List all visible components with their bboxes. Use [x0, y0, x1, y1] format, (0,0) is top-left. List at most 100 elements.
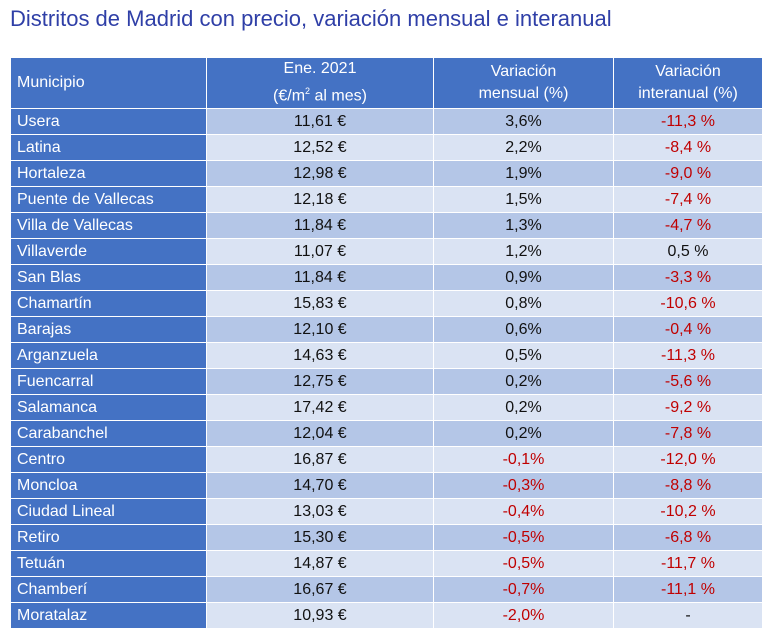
cell-precio: 15,83 €	[206, 290, 434, 317]
table-row: Retiro 15,30 € -0,5% -6,8 %	[10, 524, 763, 551]
table-row: Salamanca 17,42 €0,2% -9,2 %	[10, 394, 763, 421]
header-mensual-line1: Variación	[490, 63, 557, 80]
table-row: Usera 11,61 €3,6% -11,3 %	[10, 108, 763, 135]
table-row: Arganzuela 14,63 €0,5% -11,3 %	[10, 342, 763, 369]
cell-precio: 11,07 €	[206, 238, 434, 265]
table-row: Chamberí 16,67 € -0,7% -11,1 %	[10, 576, 763, 603]
cell-precio: 11,84 €	[206, 212, 434, 239]
cell-interanual: -8,8 %	[613, 472, 763, 499]
cell-precio: 12,18 €	[206, 186, 434, 213]
header-mensual-line2: mensual (%)	[478, 85, 569, 102]
table-row: Chamartín 15,83 €0,8% -10,6 %	[10, 290, 763, 317]
cell-interanual: -3,3 %	[613, 264, 763, 291]
table-header-row: Municipio Ene. 2021 (€/m2 al mes) Variac…	[10, 57, 763, 109]
cell-precio: 12,75 €	[206, 368, 434, 395]
districts-table: Municipio Ene. 2021 (€/m2 al mes) Variac…	[10, 57, 763, 629]
cell-municipio: Chamartín	[10, 290, 207, 317]
cell-precio: 12,98 €	[206, 160, 434, 187]
header-mensual: Variación mensual (%)	[433, 57, 614, 109]
table-row: Hortaleza 12,98 €1,9% -9,0 %	[10, 160, 763, 187]
cell-municipio: Moncloa	[10, 472, 207, 499]
cell-mensual: -0,5%	[433, 524, 614, 551]
cell-municipio: Retiro	[10, 524, 207, 551]
cell-municipio: Salamanca	[10, 394, 207, 421]
table-row: Puente de Vallecas 12,18 €1,5% -7,4 %	[10, 186, 763, 213]
cell-municipio: Usera	[10, 108, 207, 135]
cell-precio: 15,30 €	[206, 524, 434, 551]
cell-interanual: -11,7 %	[613, 550, 763, 577]
cell-mensual: 0,6%	[433, 316, 614, 343]
table-row: Latina 12,52 €2,2% -8,4 %	[10, 134, 763, 161]
cell-interanual: -0,4 %	[613, 316, 763, 343]
cell-municipio: Puente de Vallecas	[10, 186, 207, 213]
cell-mensual: -0,7%	[433, 576, 614, 603]
cell-municipio: Ciudad Lineal	[10, 498, 207, 525]
cell-mensual: -0,4%	[433, 498, 614, 525]
cell-precio: 16,87 €	[206, 446, 434, 473]
table-body: Usera 11,61 €3,6% -11,3 % Latina 12,52 €2,2%…	[10, 108, 763, 629]
cell-interanual: 0,5 %	[613, 238, 763, 265]
header-precio-line1: Ene. 2021	[283, 60, 357, 78]
cell-municipio: Hortaleza	[10, 160, 207, 187]
cell-interanual: -6,8 %	[613, 524, 763, 551]
cell-municipio: Fuencarral	[10, 368, 207, 395]
table-row: Barajas 12,10 €0,6% -0,4 %	[10, 316, 763, 343]
cell-interanual: -5,6 %	[613, 368, 763, 395]
cell-interanual: -12,0 %	[613, 446, 763, 473]
cell-mensual: 1,5%	[433, 186, 614, 213]
table-row: Ciudad Lineal 13,03 € -0,4% -10,2 %	[10, 498, 763, 525]
cell-mensual: 1,2%	[433, 238, 614, 265]
cell-interanual: -8,4 %	[613, 134, 763, 161]
cell-interanual: -9,2 %	[613, 394, 763, 421]
cell-municipio: Centro	[10, 446, 207, 473]
cell-interanual: -11,3 %	[613, 342, 763, 369]
cell-interanual: -10,6 %	[613, 290, 763, 317]
cell-mensual: -0,3%	[433, 472, 614, 499]
cell-mensual: 0,2%	[433, 420, 614, 447]
cell-mensual: 0,9%	[433, 264, 614, 291]
header-municipio: Municipio	[10, 57, 207, 109]
cell-precio: 10,93 €	[206, 602, 434, 629]
cell-interanual: -11,1 %	[613, 576, 763, 603]
page-title: Distritos de Madrid con precio, variació…	[10, 6, 612, 31]
cell-municipio: Chamberí	[10, 576, 207, 603]
cell-municipio: Latina	[10, 134, 207, 161]
cell-precio: 14,63 €	[206, 342, 434, 369]
cell-interanual: -4,7 %	[613, 212, 763, 239]
cell-mensual: 2,2%	[433, 134, 614, 161]
cell-precio: 12,04 €	[206, 420, 434, 447]
cell-municipio: Villa de Vallecas	[10, 212, 207, 239]
cell-precio: 17,42 €	[206, 394, 434, 421]
table-row: Fuencarral 12,75 €0,2% -5,6 %	[10, 368, 763, 395]
header-interanual: Variación interanual (%)	[613, 57, 763, 109]
cell-interanual: -10,2 %	[613, 498, 763, 525]
cell-precio: 14,70 €	[206, 472, 434, 499]
cell-mensual: 0,5%	[433, 342, 614, 369]
cell-municipio: Barajas	[10, 316, 207, 343]
cell-precio: 13,03 €	[206, 498, 434, 525]
cell-precio: 14,87 €	[206, 550, 434, 577]
cell-municipio: Carabanchel	[10, 420, 207, 447]
table-row: Villaverde 11,07 €1,2% 0,5 %	[10, 238, 763, 265]
cell-municipio: Arganzuela	[10, 342, 207, 369]
cell-precio: 16,67 €	[206, 576, 434, 603]
table-row: San Blas 11,84 €0,9% -3,3 %	[10, 264, 763, 291]
cell-mensual: -0,5%	[433, 550, 614, 577]
cell-municipio: Villaverde	[10, 238, 207, 265]
cell-interanual: -7,4 %	[613, 186, 763, 213]
cell-mensual: 1,9%	[433, 160, 614, 187]
table-row: Moncloa 14,70 € -0,3% -8,8 %	[10, 472, 763, 499]
header-interanual-line1: Variación	[655, 63, 721, 80]
cell-municipio: Tetuán	[10, 550, 207, 577]
cell-precio: 12,52 €	[206, 134, 434, 161]
cell-municipio: San Blas	[10, 264, 207, 291]
cell-precio: 11,61 €	[206, 108, 434, 135]
cell-mensual: 0,2%	[433, 394, 614, 421]
table-row: Tetuán 14,87 € -0,5% -11,7 %	[10, 550, 763, 577]
cell-mensual: -2,0%	[433, 602, 614, 629]
header-precio-line2: (€/m2 al mes)	[273, 86, 367, 105]
table-row: Carabanchel 12,04 €0,2% -7,8 %	[10, 420, 763, 447]
cell-mensual: 0,8%	[433, 290, 614, 317]
cell-mensual: 0,2%	[433, 368, 614, 395]
cell-interanual: -9,0 %	[613, 160, 763, 187]
